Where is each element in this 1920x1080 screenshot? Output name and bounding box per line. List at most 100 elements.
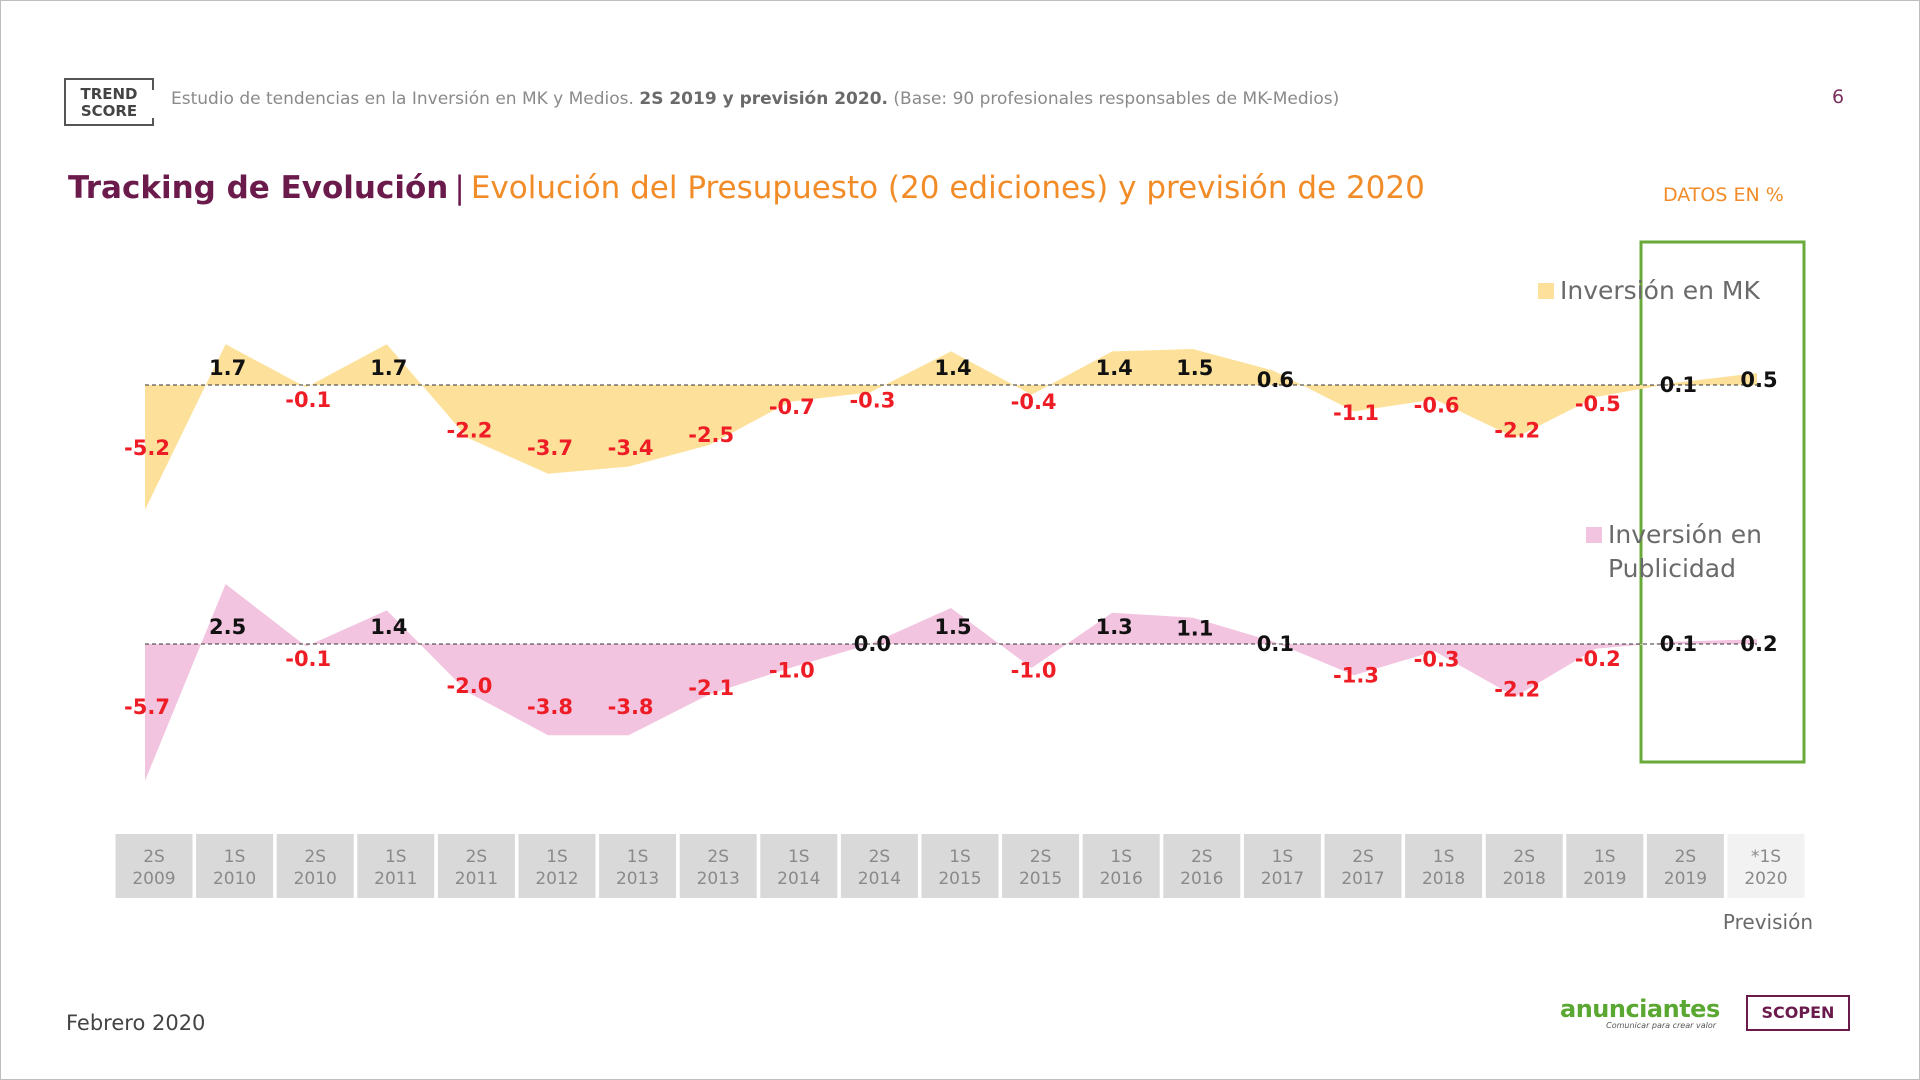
forecast-note: Previsión (1723, 910, 1813, 934)
data-label: -0.3 (849, 389, 895, 413)
category-label: 2S (1352, 847, 1374, 867)
category-label: 2018 (1503, 869, 1546, 889)
category-label: 2S (1675, 847, 1697, 867)
data-label: -1.0 (1011, 659, 1057, 683)
data-label: -0.4 (1011, 390, 1057, 414)
data-label: 0.0 (854, 632, 891, 656)
data-label: -2.0 (446, 674, 492, 698)
category-label: 2S (1030, 847, 1052, 867)
category-label: 1S (1110, 847, 1132, 867)
category-label: 2011 (455, 869, 498, 889)
study-base: (Base: 90 profesionales responsables de … (893, 89, 1340, 109)
category-box (518, 834, 596, 898)
logo-line-1: TREND (80, 85, 138, 103)
data-label: 1.4 (370, 615, 407, 639)
data-label: -0.1 (285, 388, 331, 412)
category-label: 1S (1272, 847, 1294, 867)
data-label: -0.1 (285, 647, 331, 671)
page-number: 6 (1832, 86, 1845, 108)
data-label: -2.2 (446, 418, 492, 442)
anunciantes-logo: anunciantes Comunicar para crear valor (1560, 995, 1720, 1030)
category-box (1566, 834, 1644, 898)
title-main: Tracking de Evolución (68, 170, 449, 206)
category-box (1163, 834, 1241, 898)
category-box (1324, 834, 1402, 898)
category-label: 2S (143, 847, 165, 867)
category-label: 1S (224, 847, 246, 867)
category-box (679, 834, 757, 898)
page-title: Tracking de Evolución | Evolución del Pres… (68, 170, 1425, 206)
category-box (921, 834, 999, 898)
data-label: 0.5 (1740, 368, 1777, 392)
data-label: -3.8 (527, 695, 573, 719)
category-label: 2010 (294, 869, 337, 889)
category-box (1002, 834, 1080, 898)
data-label: -5.2 (124, 436, 170, 460)
data-label: -3.7 (527, 436, 573, 460)
category-label: 1S (949, 847, 971, 867)
category-box (760, 834, 838, 898)
study-text: Estudio de tendencias en la Inversión en… (171, 89, 634, 109)
data-label: 1.5 (1176, 356, 1213, 380)
category-box (1082, 834, 1160, 898)
category-label: 2009 (132, 869, 175, 889)
title-subtitle: Evolución del Presupuesto (20 ediciones)… (470, 170, 1425, 206)
data-label: 0.1 (1257, 632, 1294, 656)
data-label: -1.1 (1333, 401, 1379, 425)
data-label: -2.2 (1494, 677, 1540, 701)
data-label: -5.7 (124, 695, 170, 719)
category-label: 2011 (374, 869, 417, 889)
study-period: 2S 2019 y previsión 2020. (639, 89, 888, 109)
data-label: -0.2 (1575, 647, 1621, 671)
category-label: 2014 (858, 869, 901, 889)
category-label: 1S (1594, 847, 1616, 867)
category-label: 2019 (1583, 869, 1626, 889)
anunciantes-logo-text: anunciantes (1560, 995, 1720, 1023)
category-label: 2010 (213, 869, 256, 889)
study-description: Estudio de tendencias en la Inversión en… (171, 89, 1339, 109)
data-label: -2.5 (688, 423, 734, 447)
legend-swatch-2 (1586, 527, 1602, 543)
data-label: -2.2 (1494, 418, 1540, 442)
data-label: 1.4 (1096, 356, 1133, 380)
data-label: 0.1 (1660, 373, 1697, 397)
category-box (196, 834, 274, 898)
category-label: 2014 (777, 869, 820, 889)
category-label: 2S (466, 847, 488, 867)
legend-label: Publicidad (1608, 554, 1736, 583)
legend-label: Inversión en MK (1560, 276, 1760, 305)
anunciantes-logo-tagline: Comunicar para crear valor (1606, 1021, 1716, 1030)
data-label: 1.5 (934, 615, 971, 639)
scopen-logo: SCOPEN (1746, 995, 1850, 1031)
data-label: 1.1 (1176, 617, 1213, 641)
data-label: 0.6 (1257, 368, 1294, 392)
category-label: 1S (627, 847, 649, 867)
logo-line-2: SCORE (80, 102, 138, 120)
data-label: 0.2 (1740, 632, 1777, 656)
footer-date: Febrero 2020 (66, 1011, 206, 1035)
series-area-2 (145, 584, 1757, 781)
category-box (599, 834, 677, 898)
category-label: 2016 (1180, 869, 1223, 889)
data-label: 1.7 (370, 356, 407, 380)
category-label: 2S (1513, 847, 1535, 867)
data-label: 1.7 (209, 356, 246, 380)
category-label: 2020 (1744, 869, 1787, 889)
category-label: 2S (304, 847, 326, 867)
data-label: -2.1 (688, 676, 734, 700)
legend-label: Inversión en (1608, 520, 1762, 549)
data-label: 1.3 (1096, 615, 1133, 639)
category-label: 2013 (616, 869, 659, 889)
category-box (437, 834, 515, 898)
forecast-highlight-box (1639, 240, 1806, 764)
category-box (840, 834, 918, 898)
category-label: 2S (1191, 847, 1213, 867)
category-label: *1S (1751, 847, 1781, 867)
category-label: 2017 (1261, 869, 1304, 889)
category-box (115, 834, 193, 898)
data-label: -3.4 (608, 436, 654, 460)
trend-score-logo: TREND SCORE (64, 78, 154, 126)
units-note: DATOS EN % (1663, 184, 1784, 206)
category-label: 1S (385, 847, 407, 867)
